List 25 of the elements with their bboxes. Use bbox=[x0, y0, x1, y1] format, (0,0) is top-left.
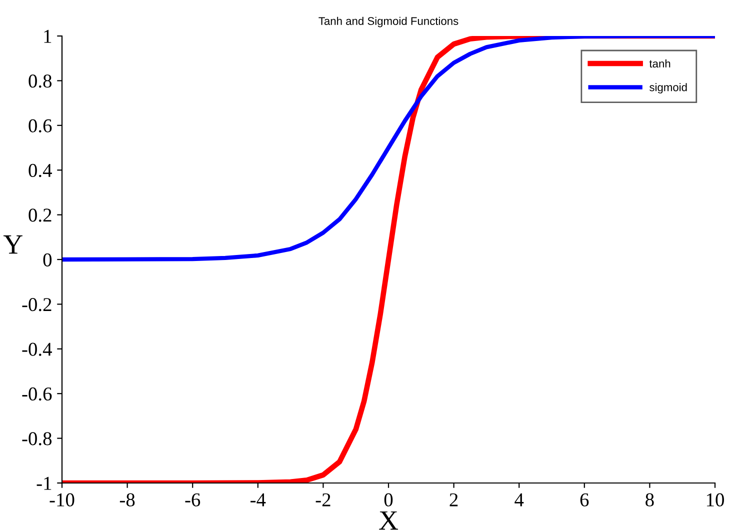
x-tick-label: 0 bbox=[384, 493, 393, 506]
x-axis-title: X bbox=[379, 511, 398, 530]
x-tick-label: -4 bbox=[250, 493, 266, 506]
y-axis-title: Y bbox=[3, 235, 22, 254]
y-tick-label: 0.8 bbox=[28, 74, 52, 88]
x-tick-label: -6 bbox=[185, 493, 200, 506]
x-tick-label: 8 bbox=[646, 493, 654, 506]
x-tick-label: -2 bbox=[316, 493, 330, 506]
y-tick-label: -0.6 bbox=[22, 387, 52, 401]
y-tick-label: 0.2 bbox=[28, 208, 52, 222]
x-tick-label: 4 bbox=[514, 493, 524, 506]
x-tick-label: -10 bbox=[50, 493, 74, 506]
x-tick-label: -8 bbox=[120, 493, 135, 506]
y-tick-label: -0.2 bbox=[22, 298, 52, 312]
y-tick-label: -0.4 bbox=[22, 342, 52, 356]
y-tick-label: 0.4 bbox=[28, 164, 52, 178]
chart-title: Tanh and Sigmoid Functions bbox=[318, 16, 458, 28]
y-tick-label: -0.8 bbox=[22, 432, 52, 446]
y-tick-label: 0.6 bbox=[28, 119, 52, 132]
y-tick-label: 0 bbox=[43, 253, 52, 266]
x-tick-label: 6 bbox=[580, 493, 589, 506]
x-tick-label: 2 bbox=[450, 493, 458, 506]
y-tick-label: 1 bbox=[44, 30, 52, 43]
x-tick-label: 10 bbox=[706, 493, 724, 506]
y-tick-label: -1 bbox=[36, 476, 52, 490]
